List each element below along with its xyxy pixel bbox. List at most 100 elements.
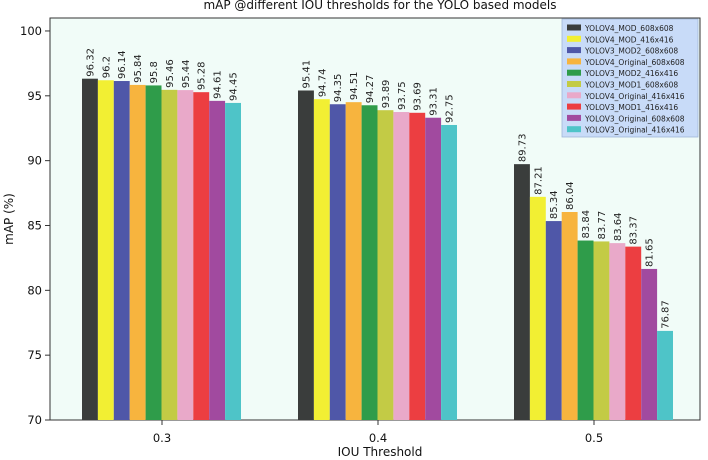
bar (209, 100, 226, 421)
x-axis-label: IOU Threshold (338, 445, 423, 459)
bar (113, 81, 130, 421)
bar-data-label: 95.46 (165, 59, 176, 88)
bar (545, 221, 562, 420)
legend-swatch (567, 103, 581, 110)
bar-data-label: 76.87 (661, 300, 672, 329)
bar-data-label: 85.34 (549, 190, 560, 219)
legend-swatch (567, 24, 581, 31)
y-tick-label: 75 (27, 348, 42, 362)
bar-data-label: 94.74 (317, 69, 328, 98)
bar-data-label: 93.31 (429, 87, 440, 116)
bar-data-label: 94.45 (229, 72, 240, 101)
bar-data-label: 87.21 (533, 166, 544, 195)
bar-data-label: 95.8 (149, 61, 160, 83)
bar-data-label: 81.65 (645, 238, 656, 267)
bar (657, 330, 673, 420)
bar (441, 124, 457, 420)
bar-data-label: 95.41 (301, 60, 312, 89)
y-axis-label: mAP (%) (2, 193, 16, 245)
bar (82, 78, 98, 420)
y-tick-label: 90 (27, 154, 42, 168)
y-tick-label: 70 (27, 413, 42, 427)
bar (514, 164, 530, 420)
legend-swatch (567, 47, 581, 54)
bar (177, 90, 194, 420)
x-tick-label: 0.5 (585, 431, 603, 445)
legend-entry-label: YOLOV4_MOD_416x416 (584, 35, 674, 44)
bar-data-label: 86.04 (565, 181, 576, 210)
bar-data-label: 95.28 (197, 62, 208, 91)
bar (161, 89, 178, 420)
bars-layer (82, 78, 673, 421)
bar (409, 112, 426, 420)
legend-entry-label: YOLOV3_MOD2_608x608 (584, 47, 678, 56)
bar-data-label: 83.84 (581, 210, 592, 239)
bar-data-label: 96.14 (117, 50, 128, 79)
bar-data-label: 96.2 (101, 56, 112, 78)
x-tick-label: 0.3 (153, 431, 171, 445)
bar-data-label: 94.61 (213, 70, 224, 99)
legend-entry-label: YOLOV3_Original_416x416 (584, 126, 685, 135)
bar-data-label: 94.27 (365, 75, 376, 104)
bar-data-label: 96.32 (85, 48, 96, 77)
bar (298, 90, 314, 421)
y-tick-label: 95 (27, 89, 42, 103)
legend-swatch (567, 35, 581, 42)
legend-entry-label: YOLOV4_Original_608x608 (584, 58, 685, 67)
bar (377, 110, 394, 420)
bar-data-label: 89.73 (517, 134, 528, 163)
bar (329, 104, 346, 421)
bar (641, 268, 658, 420)
legend-swatch (567, 92, 581, 99)
bar (609, 243, 626, 420)
bar (193, 92, 210, 421)
legend-entry-label: YOLOV3_Original_608x608 (584, 114, 685, 123)
x-tick-label: 0.4 (369, 431, 387, 445)
bar-data-label: 93.89 (381, 80, 392, 109)
legend-swatch (567, 81, 581, 87)
legend-box (561, 18, 699, 138)
bar-labels-layer: 96.32 95.41 89.73 96.2 94.74 87.21 96.14 94.35 8… (85, 48, 671, 329)
legend-entry-label: YOLOV3_MOD1_608x608 (584, 81, 678, 90)
bar (425, 117, 442, 420)
bar-data-label: 83.37 (629, 216, 640, 245)
bar-data-label: 95.84 (133, 54, 144, 83)
bar (345, 102, 362, 420)
bar (129, 84, 146, 420)
legend-swatch (567, 114, 581, 121)
bar (529, 196, 546, 420)
y-tick-label: 85 (27, 218, 42, 232)
legend-entry-label: YOLOV3_MOD1_416x416 (584, 103, 678, 112)
bar (145, 85, 162, 421)
y-axis: 70 75 80 85 90 95 100 (20, 24, 50, 427)
bar-data-label: 83.77 (597, 211, 608, 240)
bar-data-label: 94.35 (333, 74, 344, 103)
legend-entry-label: YOLOV4_MOD_608x608 (584, 24, 674, 33)
bar (593, 241, 610, 420)
bar-data-label: 83.64 (613, 212, 624, 241)
bar-data-label: 93.69 (413, 82, 424, 111)
chart-title: mAP @different IOU thresholds for the YO… (203, 0, 556, 12)
legend-entry-label: YOLOV4_Original_416x416 (584, 92, 685, 101)
bar (361, 105, 378, 421)
bar (577, 240, 594, 420)
legend-entry-label: YOLOV3_MOD2_416x416 (584, 69, 678, 78)
y-tick-label: 100 (20, 24, 42, 38)
bar (561, 212, 578, 420)
legend-swatch (567, 58, 581, 65)
bar (393, 112, 410, 421)
bar-data-label: 95.44 (181, 59, 192, 88)
bar (625, 246, 642, 420)
bar-data-label: 92.75 (445, 94, 456, 123)
bar-data-label: 93.75 (397, 81, 408, 110)
bar-data-label: 94.51 (349, 72, 360, 101)
legend-swatch (567, 126, 581, 133)
legend-swatch (567, 69, 581, 76)
legend: YOLOV4_MOD_608x608 YOLOV4_MOD_416x416 YOLO… (561, 18, 699, 138)
bar (97, 80, 114, 420)
y-tick-label: 80 (27, 283, 42, 297)
bar (313, 99, 330, 421)
bar (225, 102, 241, 420)
x-axis: 0.3 0.4 0.5 (153, 420, 603, 445)
